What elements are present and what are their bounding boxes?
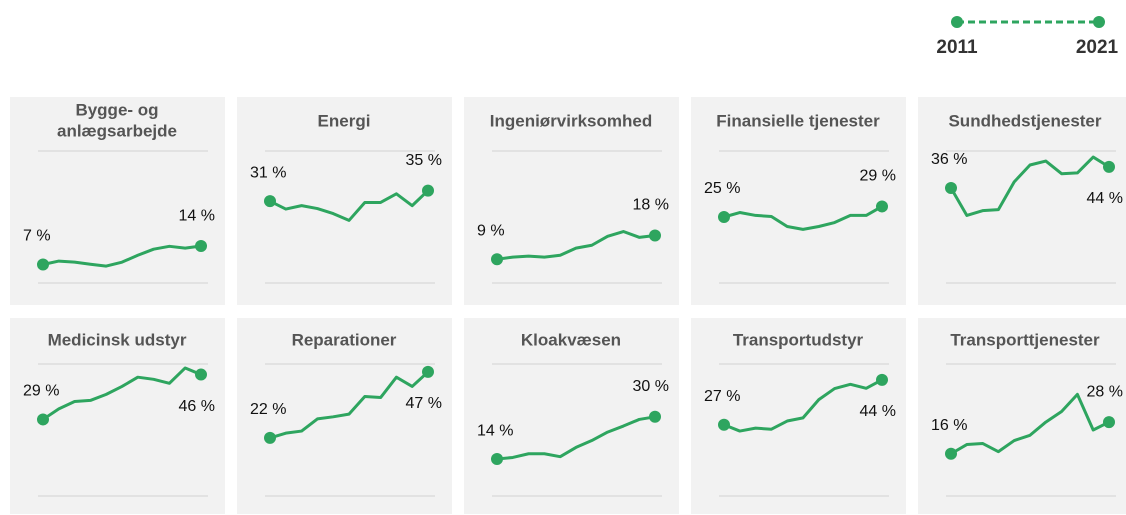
- end-point: [649, 410, 661, 423]
- end-point: [945, 447, 957, 460]
- end-point: [491, 253, 503, 266]
- line: [42, 366, 202, 421]
- panel-title: Bygge- og anlægsarbejde: [57, 101, 177, 141]
- panel-title: Finansielle tjenester: [716, 111, 880, 130]
- panel-title: Ingeniørvirksomhed: [490, 111, 652, 130]
- line: [269, 370, 430, 440]
- line: [949, 155, 1110, 217]
- panel-title: Transportudstyr: [733, 330, 864, 349]
- value-label: 36 %: [931, 151, 967, 168]
- value-label: 9 %: [477, 222, 505, 239]
- panel: [691, 318, 906, 514]
- end-point: [195, 368, 207, 381]
- value-label: 29 %: [23, 383, 59, 400]
- line: [723, 205, 883, 231]
- end-point: [264, 431, 276, 444]
- legend-end: 2021: [1076, 37, 1119, 58]
- value-label: 14 %: [477, 422, 513, 439]
- panel-title: Kloakvæsen: [521, 330, 621, 349]
- end-point: [491, 453, 503, 466]
- panel-title: Medicinsk udstyr: [48, 330, 187, 349]
- panel: [10, 97, 225, 305]
- panel: [691, 97, 906, 305]
- value-label: 44 %: [860, 403, 896, 420]
- value-label: 14 %: [179, 207, 215, 224]
- end-point: [422, 184, 434, 197]
- panel-title: Reparationer: [292, 330, 397, 349]
- value-label: 47 %: [406, 395, 442, 412]
- end-point: [264, 195, 276, 208]
- value-label: 35 %: [406, 152, 442, 169]
- value-label: 44 %: [1087, 190, 1123, 207]
- line: [269, 189, 430, 222]
- value-label: 25 %: [704, 180, 740, 197]
- value-label: 29 %: [860, 168, 896, 185]
- value-label: 31 %: [250, 164, 286, 181]
- value-label: 30 %: [633, 378, 669, 395]
- end-point: [1103, 416, 1115, 429]
- end-point: [422, 365, 434, 378]
- value-label: 27 %: [704, 388, 740, 405]
- end-point: [718, 211, 730, 223]
- line: [950, 392, 1110, 456]
- line: [496, 230, 656, 261]
- value-label: 7 %: [23, 228, 51, 245]
- panel: [464, 97, 679, 305]
- panel: [918, 97, 1126, 305]
- legend-start: 2011: [936, 37, 978, 58]
- panel: [918, 318, 1126, 514]
- end-point: [37, 413, 49, 426]
- value-label: 28 %: [1087, 383, 1123, 400]
- end-point: [195, 240, 207, 253]
- end-point: [1103, 160, 1115, 173]
- legend-dot: [951, 16, 963, 28]
- end-point: [876, 200, 888, 213]
- panel-title: Sundhedstjenester: [948, 111, 1101, 130]
- line: [496, 415, 656, 461]
- value-label: 16 %: [931, 417, 967, 434]
- legend-dot: [1093, 16, 1105, 28]
- end-point: [718, 418, 730, 431]
- end-point: [945, 181, 957, 194]
- value-label: 18 %: [633, 197, 669, 214]
- end-point: [37, 258, 49, 271]
- line: [723, 378, 883, 433]
- panel-title: Transporttjenester: [950, 330, 1100, 349]
- panel: [464, 318, 679, 514]
- end-point: [649, 229, 661, 242]
- value-label: 22 %: [250, 401, 286, 418]
- line: [42, 244, 202, 268]
- panel-title: Energi: [318, 111, 371, 130]
- end-point: [876, 373, 888, 386]
- value-label: 46 %: [179, 398, 215, 415]
